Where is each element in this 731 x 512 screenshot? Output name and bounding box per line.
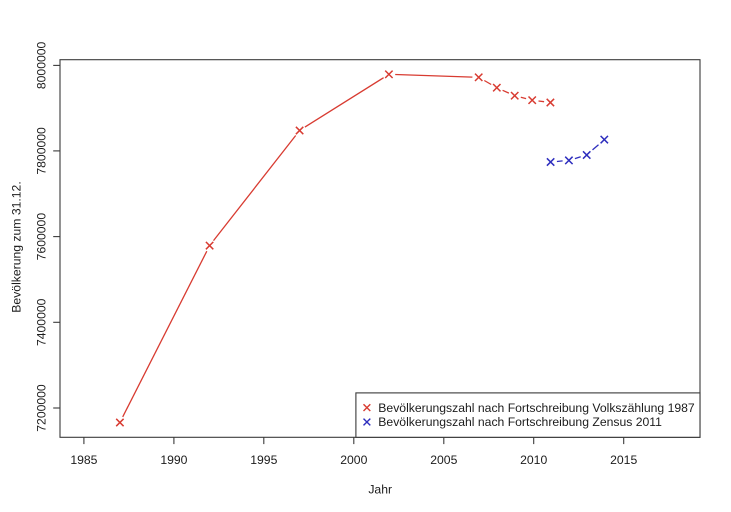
svg-text:Bevölkerung zum 31.12.: Bevölkerung zum 31.12. <box>9 181 23 312</box>
svg-text:Bevölkerungszahl nach Fortschr: Bevölkerungszahl nach Fortschreibung Vol… <box>378 401 695 415</box>
svg-text:1985: 1985 <box>70 453 97 467</box>
svg-text:2005: 2005 <box>430 453 457 467</box>
svg-text:8000000: 8000000 <box>34 41 48 89</box>
svg-text:Bevölkerungszahl nach Fortschr: Bevölkerungszahl nach Fortschreibung Zen… <box>378 415 662 429</box>
svg-text:Jahr: Jahr <box>368 483 392 497</box>
svg-text:2015: 2015 <box>610 453 637 467</box>
svg-text:7400000: 7400000 <box>34 298 48 346</box>
svg-text:1995: 1995 <box>250 453 277 467</box>
svg-text:1990: 1990 <box>160 453 187 467</box>
svg-text:7200000: 7200000 <box>34 384 48 432</box>
svg-text:7600000: 7600000 <box>34 213 48 261</box>
svg-text:7800000: 7800000 <box>34 127 48 175</box>
svg-text:2000: 2000 <box>340 453 367 467</box>
svg-text:2010: 2010 <box>520 453 547 467</box>
